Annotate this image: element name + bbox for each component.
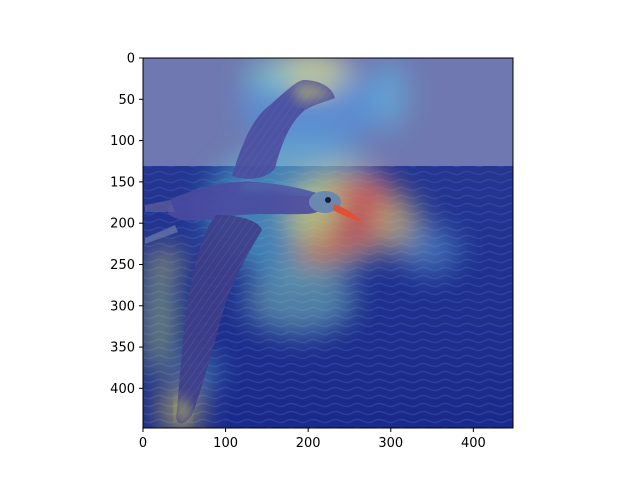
y-tick-label: 250 <box>110 258 135 273</box>
y-tick-label: 50 <box>118 93 135 108</box>
axes-frame <box>142 57 514 429</box>
y-tick-label: 400 <box>110 382 135 397</box>
x-tick-label: 100 <box>213 436 238 451</box>
y-tick-label: 300 <box>110 299 135 314</box>
bird-beak <box>333 204 362 221</box>
image-area <box>143 58 513 428</box>
y-tick-label: 200 <box>110 217 135 232</box>
x-axis: 0 100 200 300 400 <box>139 428 486 451</box>
x-tick-label: 0 <box>139 436 147 451</box>
bird-body <box>168 181 327 221</box>
y-axis: 0 50 100 150 200 250 300 350 400 <box>110 52 143 397</box>
x-tick-label: 400 <box>461 436 486 451</box>
x-tick-label: 200 <box>296 436 321 451</box>
y-tick-label: 350 <box>110 341 135 356</box>
y-tick-label: 0 <box>127 52 135 67</box>
albatross <box>145 80 362 424</box>
bird-head <box>309 191 341 213</box>
x-tick-label: 300 <box>378 436 403 451</box>
y-tick-label: 100 <box>110 134 135 149</box>
y-tick-label: 150 <box>110 175 135 190</box>
